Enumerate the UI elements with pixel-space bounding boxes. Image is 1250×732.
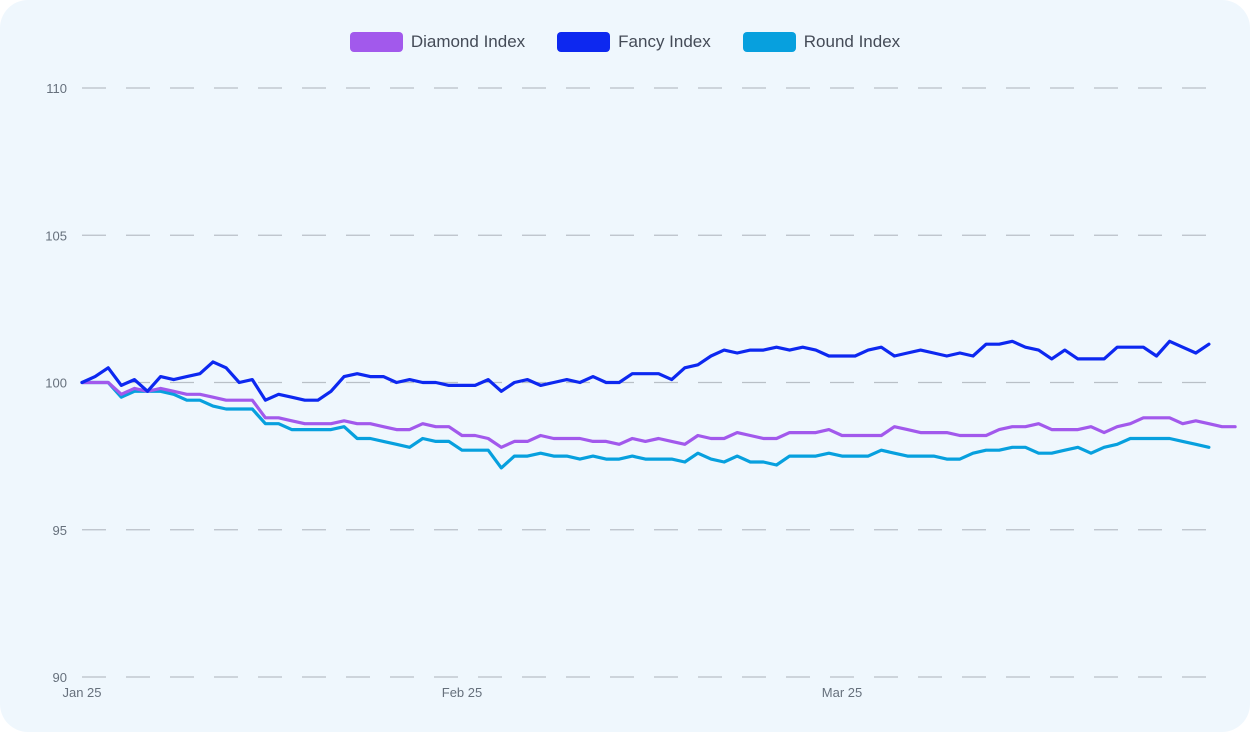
legend-item-fancy[interactable]: Fancy Index xyxy=(557,32,711,52)
y-tick-label: 95 xyxy=(53,523,67,538)
legend-label-diamond: Diamond Index xyxy=(410,32,526,51)
y-tick-label: 105 xyxy=(45,228,67,243)
legend-swatch-fancy xyxy=(557,32,611,52)
y-tick-label: 90 xyxy=(53,670,67,685)
y-tick-label: 110 xyxy=(46,81,67,96)
legend-item-diamond[interactable]: Diamond Index xyxy=(349,32,526,52)
x-tick-label: Jan 25 xyxy=(62,685,101,700)
legend-label-round: Round Index xyxy=(803,32,901,51)
chart-legend: Diamond Index Fancy Index Round Index xyxy=(0,32,1250,52)
legend-label-fancy: Fancy Index xyxy=(618,32,711,51)
series-line-round-index[interactable] xyxy=(80,380,1211,470)
series-line-fancy-index[interactable] xyxy=(80,339,1211,402)
legend-swatch-diamond xyxy=(349,32,403,52)
y-tick-label: 100 xyxy=(45,376,67,391)
series-line-diamond-index[interactable] xyxy=(80,380,1237,449)
legend-swatch-round xyxy=(742,32,796,52)
x-tick-label: Feb 25 xyxy=(442,685,482,700)
x-tick-label: Mar 25 xyxy=(822,685,862,700)
legend-item-round[interactable]: Round Index xyxy=(742,32,901,52)
